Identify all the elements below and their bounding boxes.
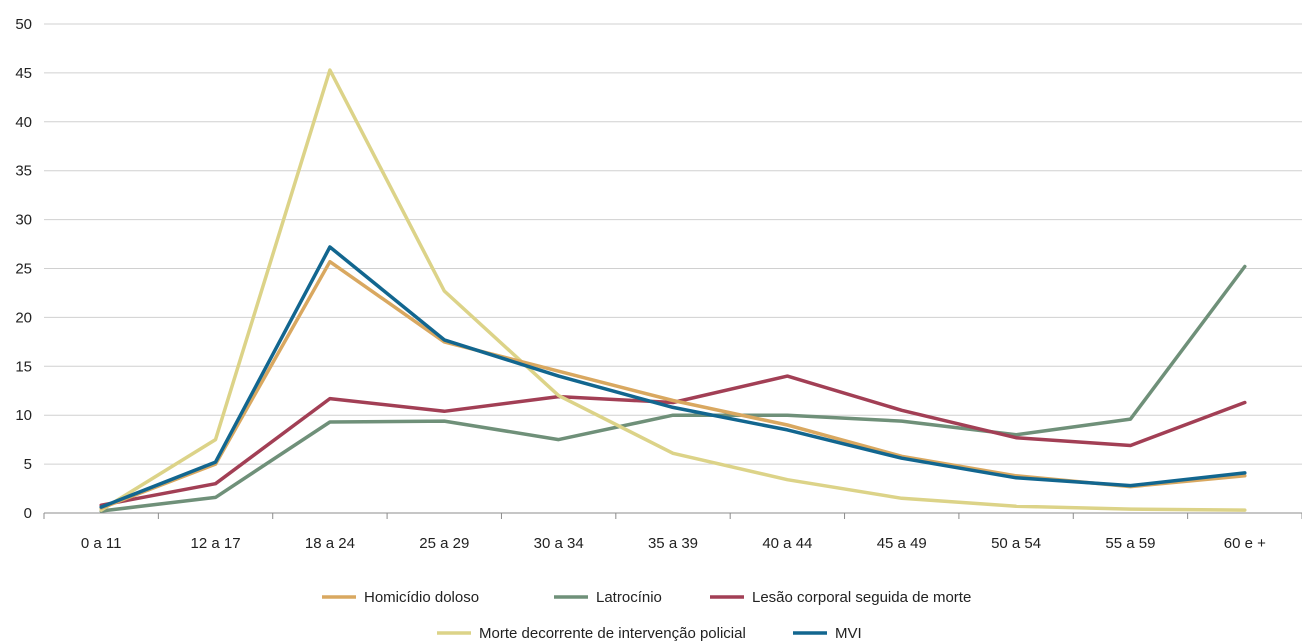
legend-label: Homicídio doloso [364,589,479,606]
x-tick-label: 12 a 17 [191,535,241,552]
y-tick-label: 20 [15,309,32,326]
legend-label: Morte decorrente de intervenção policial [479,625,746,642]
y-tick-label: 5 [24,456,32,473]
x-axis: 0 a 11 12 a 17 18 a 24 25 a 29 30 a 34 35 a 3… [43,513,1302,552]
series-line-3 [99,68,1247,512]
x-tick-label: 45 a 49 [877,535,927,552]
y-tick-label: 30 [15,212,32,229]
x-tick-label: 40 a 44 [762,535,812,552]
x-tick-label: 50 a 54 [991,535,1041,552]
legend-label: MVI [835,625,862,642]
gridlines [44,23,1302,514]
y-tick-label: 25 [15,261,32,278]
y-tick-label: 0 [24,505,32,522]
x-tick-label: 25 a 29 [419,535,469,552]
y-tick-label: 45 [15,65,32,82]
y-tick-label: 35 [15,163,32,180]
x-tick-label: 18 a 24 [305,535,355,552]
y-tick-label: 15 [15,358,32,375]
y-tick-label: 40 [15,114,32,131]
series-line-1 [99,264,1247,513]
series-line-2 [99,374,1247,507]
series-line-0 [99,259,1247,510]
y-tick-label: 50 [15,16,32,33]
series-lines [99,68,1247,513]
legend-label: Lesão corporal seguida de morte [752,589,971,606]
legend-label: Latrocínio [596,589,662,606]
x-tick-label: 60 e + [1224,535,1266,552]
series-line-4 [99,245,1247,509]
y-axis: 0 5 10 15 20 25 30 35 40 45 50 [15,16,32,522]
y-tick-label: 10 [15,407,32,424]
x-tick-label: 35 a 39 [648,535,698,552]
x-tick-label: 55 a 59 [1105,535,1155,552]
x-tick-label: 30 a 34 [534,535,584,552]
legend: Homicídio doloso Latrocínio Lesão corporal… [322,589,971,642]
x-tick-label: 0 a 11 [81,535,122,552]
